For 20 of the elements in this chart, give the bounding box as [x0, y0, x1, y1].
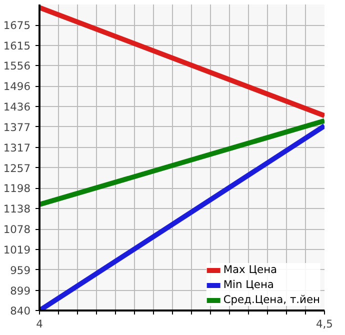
legend-label: Max Цена: [223, 263, 278, 276]
y-tick-label: 1078: [3, 223, 31, 236]
y-tick-label: 1019: [3, 243, 31, 256]
y-tick-label: 899: [10, 284, 31, 298]
x-tick-label: 4: [36, 318, 44, 330]
x-tick-label: 4,5: [316, 318, 333, 330]
y-tick-label: 959: [10, 264, 31, 277]
legend-label: Min Цена: [223, 278, 274, 291]
y-tick-label: 1198: [3, 182, 31, 196]
y-tick-label: 1377: [3, 120, 31, 134]
y-tick-label: 1496: [3, 80, 31, 94]
y-tick-label: 1257: [3, 162, 31, 175]
y-tick-label: 1317: [3, 141, 31, 154]
y-tick-label: 1436: [3, 100, 31, 114]
y-tick-label: 1138: [3, 202, 31, 216]
y-tick-label: 1615: [3, 40, 31, 53]
y-tick-label: 840: [10, 304, 31, 318]
y-tick-label: 1556: [3, 60, 31, 73]
legend-label: Сред.Цена, т.йен: [223, 293, 320, 306]
y-tick-label: 1675: [3, 19, 31, 32]
